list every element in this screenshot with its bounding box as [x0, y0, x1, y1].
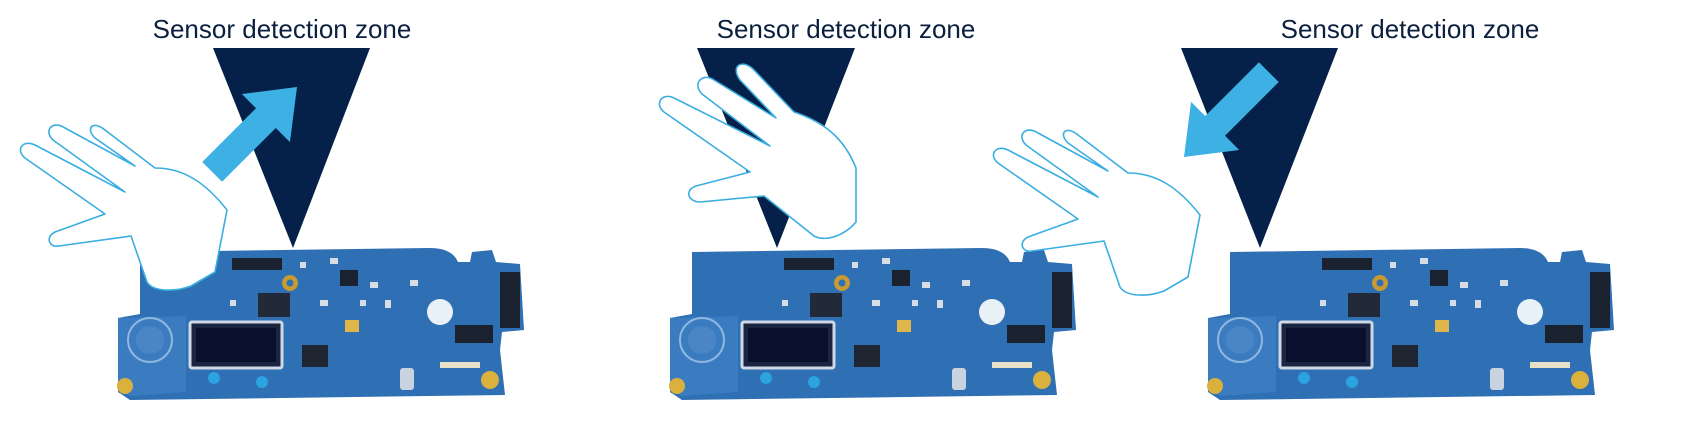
evaluation-board — [1205, 246, 1616, 402]
panel-swipe-toward: Sensor detection zone — [992, 0, 1692, 435]
evaluation-board — [667, 246, 1078, 402]
panel-hover: Sensor detection zone — [564, 0, 1128, 435]
hand-illustration — [658, 63, 857, 240]
panel-caption: Sensor detection zone — [716, 14, 976, 44]
panel-swipe-away: Sensor detection zone — [0, 0, 564, 435]
panel-illustration — [992, 48, 1616, 402]
panel-illustration — [658, 48, 1078, 402]
detection-zone-cone — [1181, 48, 1338, 248]
hand-illustration — [19, 124, 228, 291]
panel-caption: Sensor detection zone — [1280, 14, 1540, 44]
panel-illustration — [19, 48, 526, 402]
panel-caption: Sensor detection zone — [152, 14, 412, 44]
